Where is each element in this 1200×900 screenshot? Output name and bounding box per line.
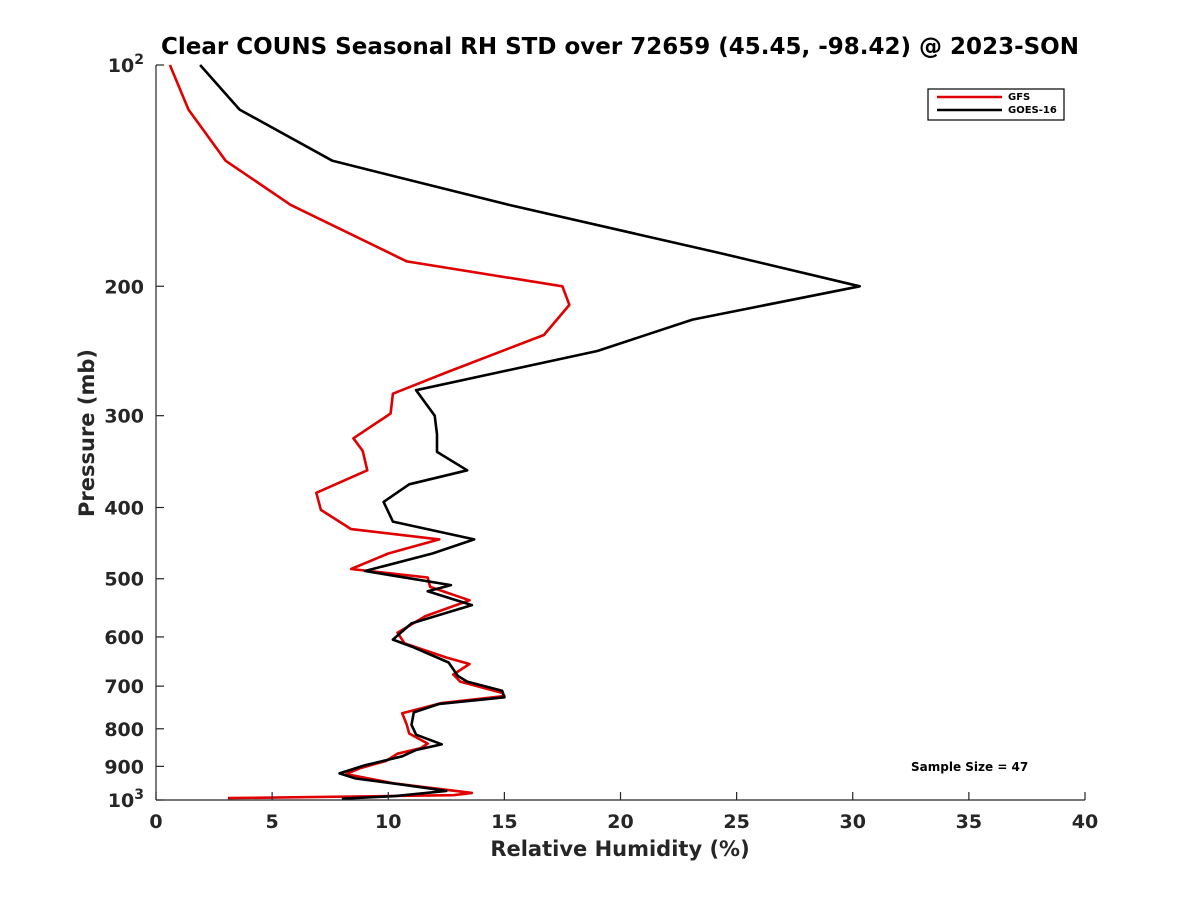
y-tick-label: 103 [108, 787, 144, 812]
x-tick-label: 0 [149, 811, 162, 833]
chart-title: Clear COUNS Seasonal RH STD over 72659 (… [161, 34, 1079, 60]
series-layer [168, 64, 862, 800]
y-tick-label: 300 [104, 406, 144, 428]
x-tick-label: 40 [1072, 811, 1098, 833]
x-tick-label: 5 [266, 811, 279, 833]
y-tick-label: 500 [104, 569, 144, 591]
x-tick-label: 30 [840, 811, 866, 833]
y-axis-title: Pressure (mb) [75, 349, 99, 517]
series-line-goes16 [199, 64, 862, 800]
x-tick-label: 25 [723, 811, 749, 833]
x-tick-label: 15 [491, 811, 517, 833]
x-tick-label: 20 [607, 811, 633, 833]
legend-label-gfs: GFS [1008, 92, 1030, 103]
legend-box [927, 88, 1065, 121]
series-line-gfs [168, 64, 571, 800]
legend-label-goes16: GOES-16 [1008, 105, 1057, 116]
x-tick-label: 10 [375, 811, 401, 833]
y-ticks: 102 200 300 400 500 600 700 800 900 103 [104, 52, 164, 812]
y-tick-label: 900 [104, 756, 144, 778]
y-tick-label: 400 [104, 498, 144, 520]
y-tick-label: 700 [104, 676, 144, 698]
y-tick-label: 600 [104, 627, 144, 649]
x-axis-title: Relative Humidity (%) [490, 837, 749, 861]
y-tick-label: 102 [108, 52, 144, 77]
plot-area [156, 65, 1085, 800]
plot-background [156, 65, 1085, 800]
x-ticks: 0 5 10 15 20 25 30 35 40 [149, 792, 1098, 833]
y-tick-label: 800 [104, 719, 144, 741]
sample-size-annotation: Sample Size = 47 [911, 760, 1028, 774]
y-tick-label: 200 [104, 276, 144, 298]
x-tick-label: 35 [956, 811, 982, 833]
legend: GFS GOES-16 [927, 88, 1065, 121]
